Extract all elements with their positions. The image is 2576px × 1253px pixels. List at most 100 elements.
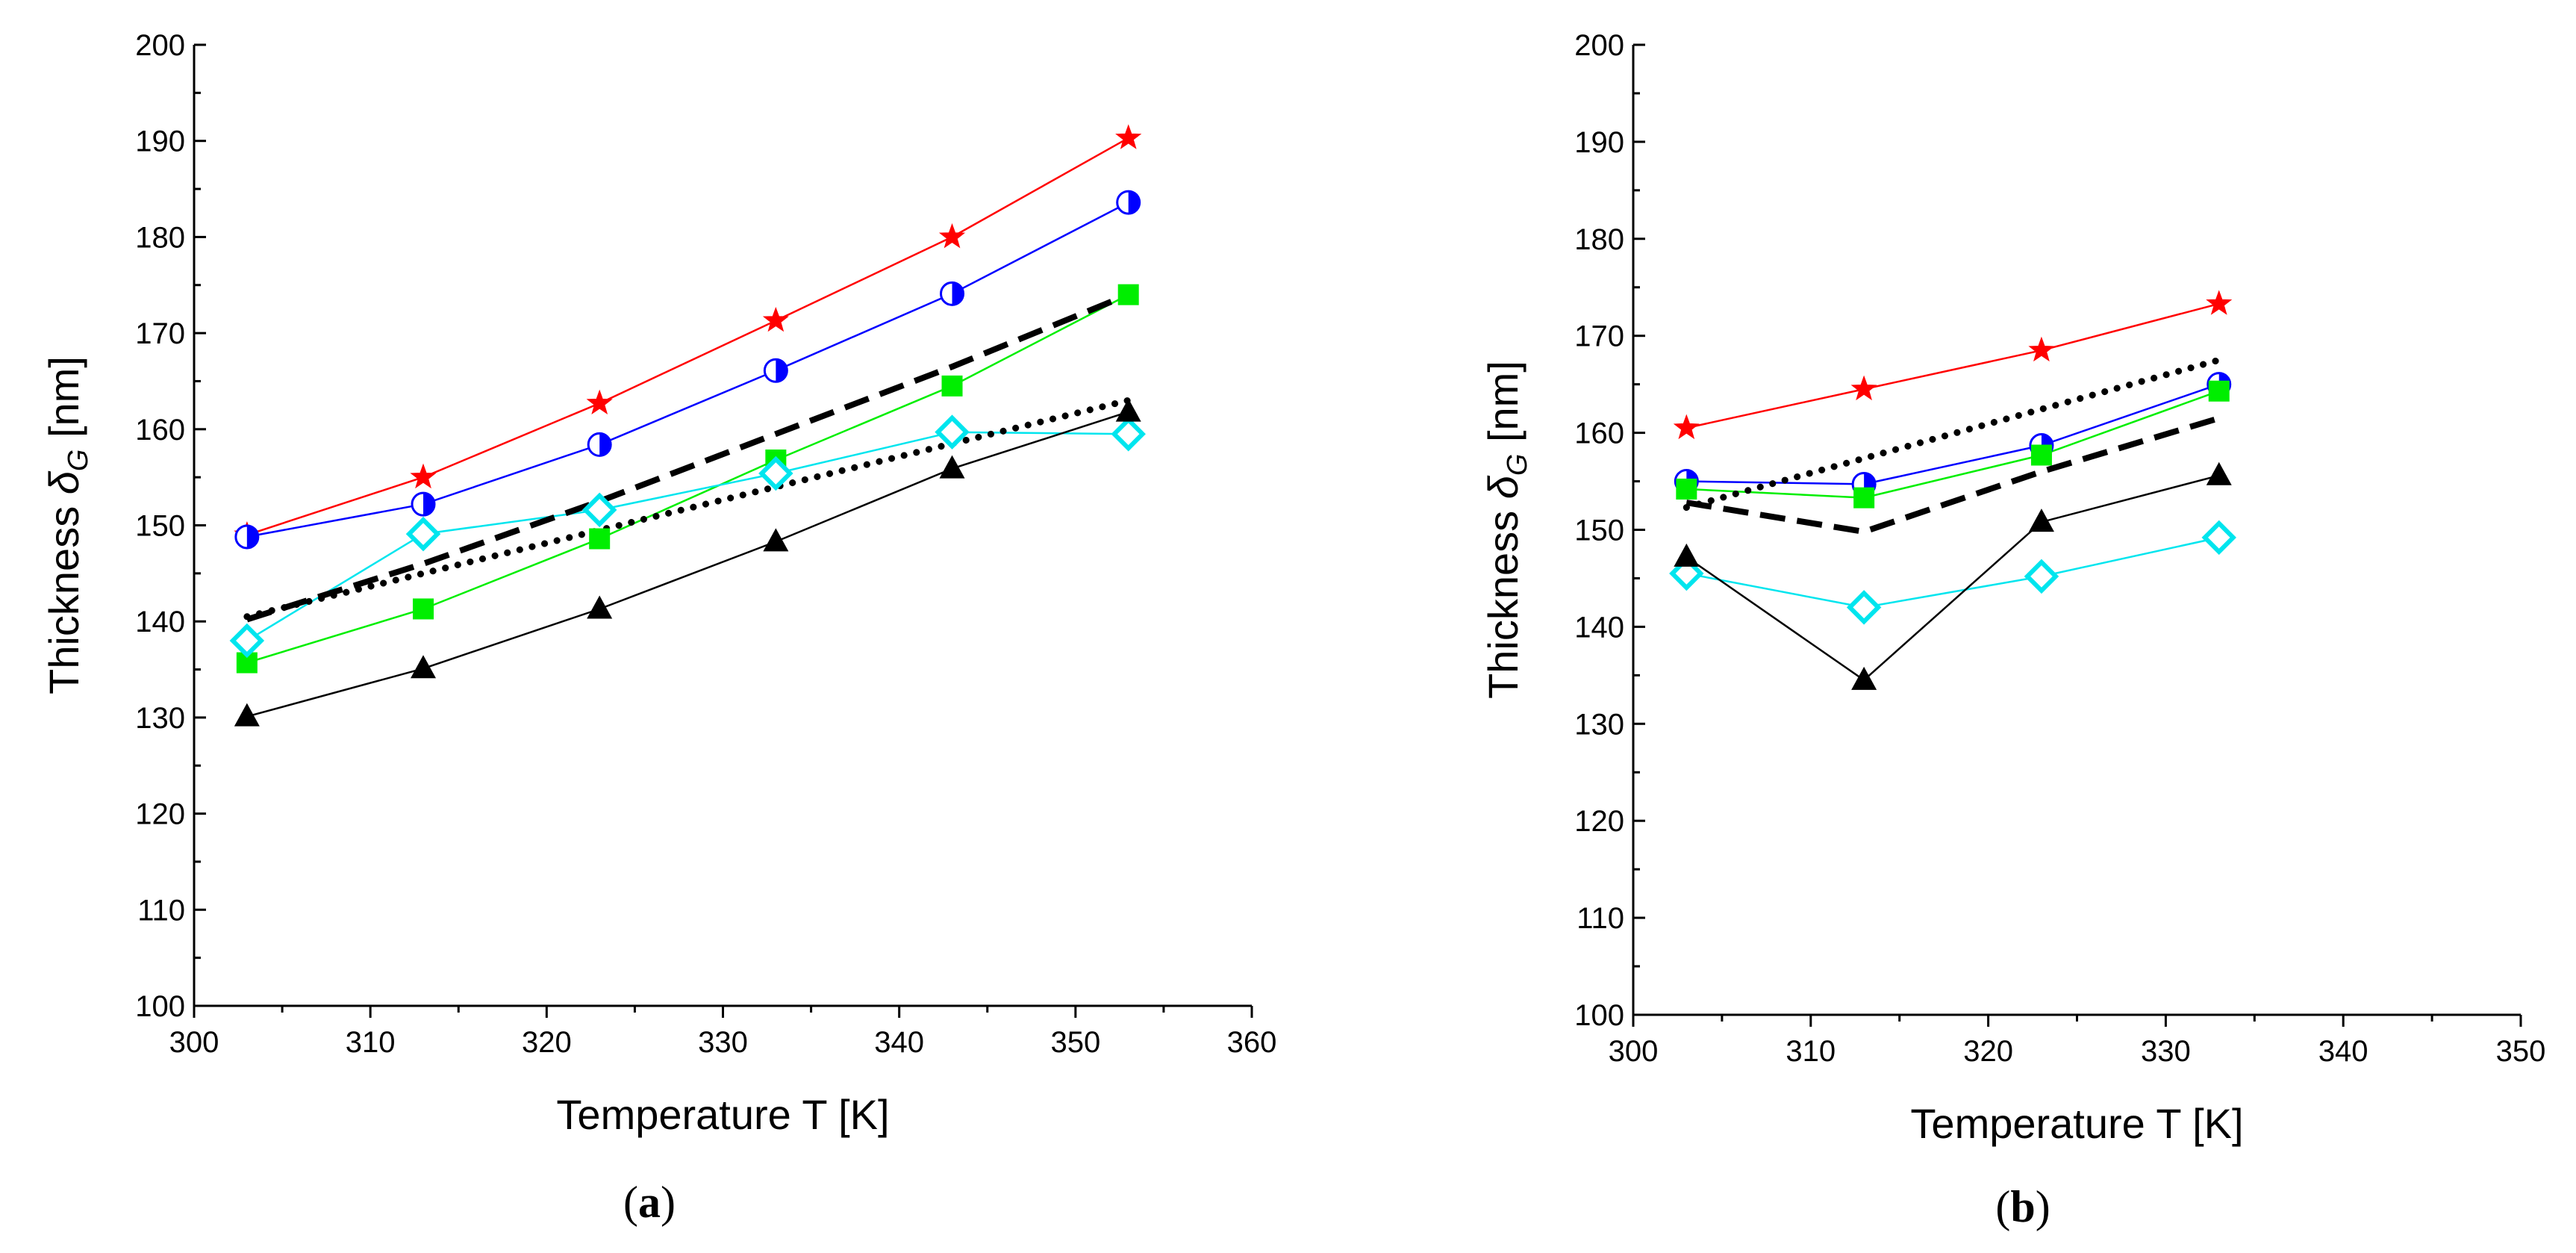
chart-1-series-4-point-3 bbox=[2206, 461, 2232, 485]
chart-0-ytick-label-1: 110 bbox=[137, 894, 185, 927]
chart-0-series-0-point-1 bbox=[410, 463, 437, 489]
chart-1-y-axis-title-subscript: G bbox=[1502, 454, 1533, 476]
chart-1-ytick-label-2: 120 bbox=[1574, 805, 1624, 838]
chart-0-series-4-point-2 bbox=[587, 595, 613, 619]
chart-0-y-axis-title-subscript: G bbox=[63, 450, 94, 472]
chart-1-ytick-label-6: 160 bbox=[1574, 417, 1624, 450]
chart-1-series-2-point-0 bbox=[1676, 478, 1697, 500]
chart-0-xtick-label-3: 330 bbox=[698, 1026, 748, 1059]
chart-1-ytick-label-1: 110 bbox=[1577, 902, 1624, 935]
chart-0-panel-label: (a) bbox=[623, 1178, 676, 1227]
chart-1-ytick-label-3: 130 bbox=[1574, 708, 1624, 741]
chart-0-series-4-line bbox=[246, 411, 1129, 718]
chart-1-series-4-point-1 bbox=[1851, 666, 1877, 690]
chart-0-ytick-label-6: 160 bbox=[135, 414, 185, 447]
chart-0-series-1-point-3 bbox=[763, 358, 788, 383]
chart-0-series-3-point-5 bbox=[1111, 416, 1146, 452]
chart-0-series-4-point-1 bbox=[411, 655, 437, 679]
chart-0-ytick-label-8: 180 bbox=[135, 221, 185, 254]
chart-1-series-3-line bbox=[1686, 536, 2219, 609]
chart-1-series-0-point-3 bbox=[2206, 290, 2233, 315]
chart-1-series-0-point-1 bbox=[1850, 375, 1877, 401]
chart-0-xtick-label-1: 310 bbox=[346, 1026, 396, 1059]
chart-0-series-2-line bbox=[246, 293, 1129, 664]
chart-0-y-axis-title-symbol: δ bbox=[40, 470, 87, 494]
chart-0-series-5-line bbox=[246, 291, 1130, 623]
chart-1-y-axis-title-text: Thickness bbox=[1479, 499, 1526, 699]
chart-1-series-2-line bbox=[1686, 390, 2220, 499]
chart-0-series-1-point-5 bbox=[1116, 190, 1141, 215]
chart-0-series-2-point-5 bbox=[1117, 284, 1139, 305]
chart-1-series-4-point-2 bbox=[2028, 509, 2054, 532]
chart-1-series-2-point-1 bbox=[1853, 487, 1875, 509]
chart-0-series-1-point-1 bbox=[411, 491, 436, 517]
chart-0-ytick-label-9: 190 bbox=[135, 125, 185, 158]
chart-0-series-4-point-0 bbox=[234, 703, 260, 727]
chart-0-series-0-point-3 bbox=[762, 306, 789, 332]
chart-0: 100 110 120 130 140 150 160 170 180 190 200 300 310 3… bbox=[40, 29, 1276, 1227]
chart-0-series-1-point-2 bbox=[587, 432, 612, 457]
chart-1-ytick-label-8: 180 bbox=[1574, 223, 1624, 256]
chart-1-series-0-point-0 bbox=[1673, 414, 1700, 440]
chart-1-ytick-label-4: 140 bbox=[1574, 611, 1624, 644]
chart-0-panel-label-letter: a bbox=[638, 1178, 661, 1227]
chart-0-series-1-point-0 bbox=[234, 524, 260, 550]
chart-1-ytick-label-5: 150 bbox=[1574, 514, 1624, 547]
chart-0-series-4-point-5 bbox=[1115, 398, 1141, 422]
chart-0-series-1-point-2-fill bbox=[599, 433, 611, 456]
chart-0-series-4-point-4 bbox=[939, 455, 965, 479]
chart-1-xtick-label-5: 350 bbox=[2496, 1035, 2546, 1068]
chart-0-ytick-label-10: 200 bbox=[135, 29, 185, 62]
chart-0-series-3-point-2 bbox=[581, 492, 617, 528]
chart-0-xtick-label-2: 320 bbox=[522, 1026, 572, 1059]
chart-1-xtick-label-1: 310 bbox=[1786, 1035, 1836, 1068]
chart-0-series-3-point-4 bbox=[935, 414, 970, 450]
chart-1-ytick-label-9: 190 bbox=[1574, 126, 1624, 159]
chart-0-series-1-point-1-fill bbox=[423, 493, 435, 516]
chart-0-panel-label-close: ) bbox=[661, 1178, 676, 1227]
chart-1-xtick-label-2: 320 bbox=[1963, 1035, 2013, 1068]
chart-0-xtick-label-0: 300 bbox=[169, 1026, 219, 1059]
chart-1-ytick-label-0: 100 bbox=[1574, 999, 1624, 1032]
chart-1-y-axis-title-symbol: δ bbox=[1479, 475, 1526, 499]
chart-1-xtick-label-3: 330 bbox=[2141, 1035, 2191, 1068]
chart-0-series-1-point-4 bbox=[940, 281, 965, 306]
chart-1: 100 110 120 130 140 150 160 170 180 190 200 300 310 3… bbox=[1479, 29, 2545, 1231]
chart-0-ytick-label-3: 130 bbox=[135, 702, 185, 735]
chart-1-series-4-point-0 bbox=[1674, 543, 1700, 567]
chart-0-series-1-point-3-fill bbox=[776, 359, 788, 382]
chart-0-series-1-point-0-fill bbox=[246, 525, 258, 548]
chart-1-series-0-line bbox=[1686, 302, 2220, 429]
chart-0-panel-label-open: ( bbox=[623, 1178, 638, 1227]
chart-1-series-4-line bbox=[1685, 474, 2220, 682]
chart-1-series-3-point-2 bbox=[2024, 559, 2059, 594]
chart-0-x-axis-title: Temperature T [K] bbox=[556, 1091, 889, 1138]
chart-1-series-2-point-2 bbox=[2030, 444, 2052, 466]
chart-0-series-3-point-0 bbox=[229, 623, 265, 659]
chart-1-series-5-line bbox=[1685, 415, 2220, 535]
chart-0-ytick-label-4: 140 bbox=[135, 606, 185, 638]
chart-0-y-axis-title: Thickness δG [nm] bbox=[40, 356, 94, 694]
chart-1-series-0-point-2 bbox=[2028, 336, 2055, 362]
chart-0-series-3-point-3 bbox=[758, 456, 793, 491]
chart-0-y-axis-title-text: Thickness bbox=[40, 494, 87, 694]
chart-0-series-0-point-5 bbox=[1115, 124, 1142, 149]
chart-0-series-3-point-1 bbox=[405, 516, 441, 552]
chart-1-series-1-line bbox=[1686, 383, 2220, 485]
chart-0-series-3-line bbox=[246, 431, 1129, 641]
chart-1-series-2-point-3 bbox=[2208, 380, 2230, 402]
chart-1-y-axis-title: Thickness δG [nm] bbox=[1479, 361, 1533, 699]
chart-0-series-2-point-4 bbox=[941, 375, 963, 397]
chart-1-xtick-label-0: 300 bbox=[1609, 1035, 1659, 1068]
chart-1-ytick-label-10: 200 bbox=[1574, 29, 1624, 62]
chart-1-x-axis-title: Temperature T [K] bbox=[1910, 1100, 2243, 1147]
chart-0-series-1-line bbox=[246, 201, 1129, 538]
chart-1-panel-label: (b) bbox=[1995, 1182, 2050, 1231]
chart-0-series-6-line bbox=[243, 397, 1132, 621]
chart-0-y-axis-title-unit: [nm] bbox=[40, 356, 87, 449]
chart-0-series-0-point-2 bbox=[586, 389, 613, 414]
chart-0-series-2-point-2 bbox=[589, 528, 611, 550]
chart-1-panel-label-letter: b bbox=[2010, 1182, 2035, 1231]
chart-1-panel-label-close: ) bbox=[2036, 1182, 2050, 1231]
